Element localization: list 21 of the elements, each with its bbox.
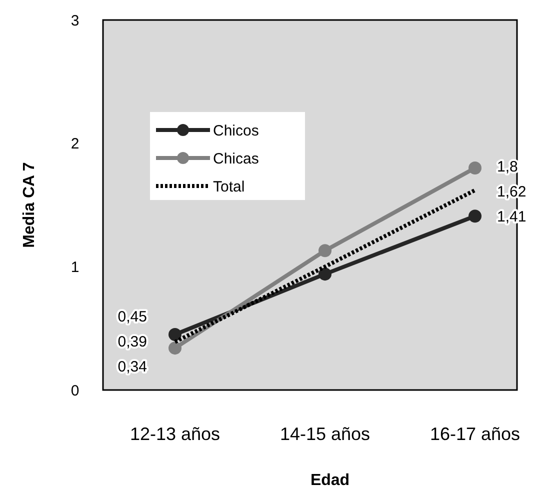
data-label: 0,45 <box>118 308 147 326</box>
x-axis-title: Edad <box>310 472 350 489</box>
y-tick-label: 3 <box>70 12 80 30</box>
legend-label: Total <box>213 178 245 196</box>
legend-label: Chicos <box>213 122 259 140</box>
point <box>468 210 482 223</box>
x-tick-label: 16-17 años <box>430 424 520 444</box>
data-label: 0,39 <box>118 334 147 351</box>
y-axis-title: Media CA 7 <box>21 162 38 248</box>
point <box>318 268 332 281</box>
point <box>168 328 182 341</box>
y-tick-label: 2 <box>70 136 80 153</box>
legend-label: Chicas <box>213 150 259 168</box>
x-tick-label: 14-15 años <box>280 424 370 444</box>
point <box>168 342 182 355</box>
y-tick-label: 1 <box>70 258 80 276</box>
data-label: 0,34 <box>118 358 147 376</box>
y-tick-label: 0 <box>70 382 80 400</box>
point <box>468 162 482 174</box>
point <box>318 244 332 258</box>
x-tick-label: 12-13 años <box>130 424 220 444</box>
